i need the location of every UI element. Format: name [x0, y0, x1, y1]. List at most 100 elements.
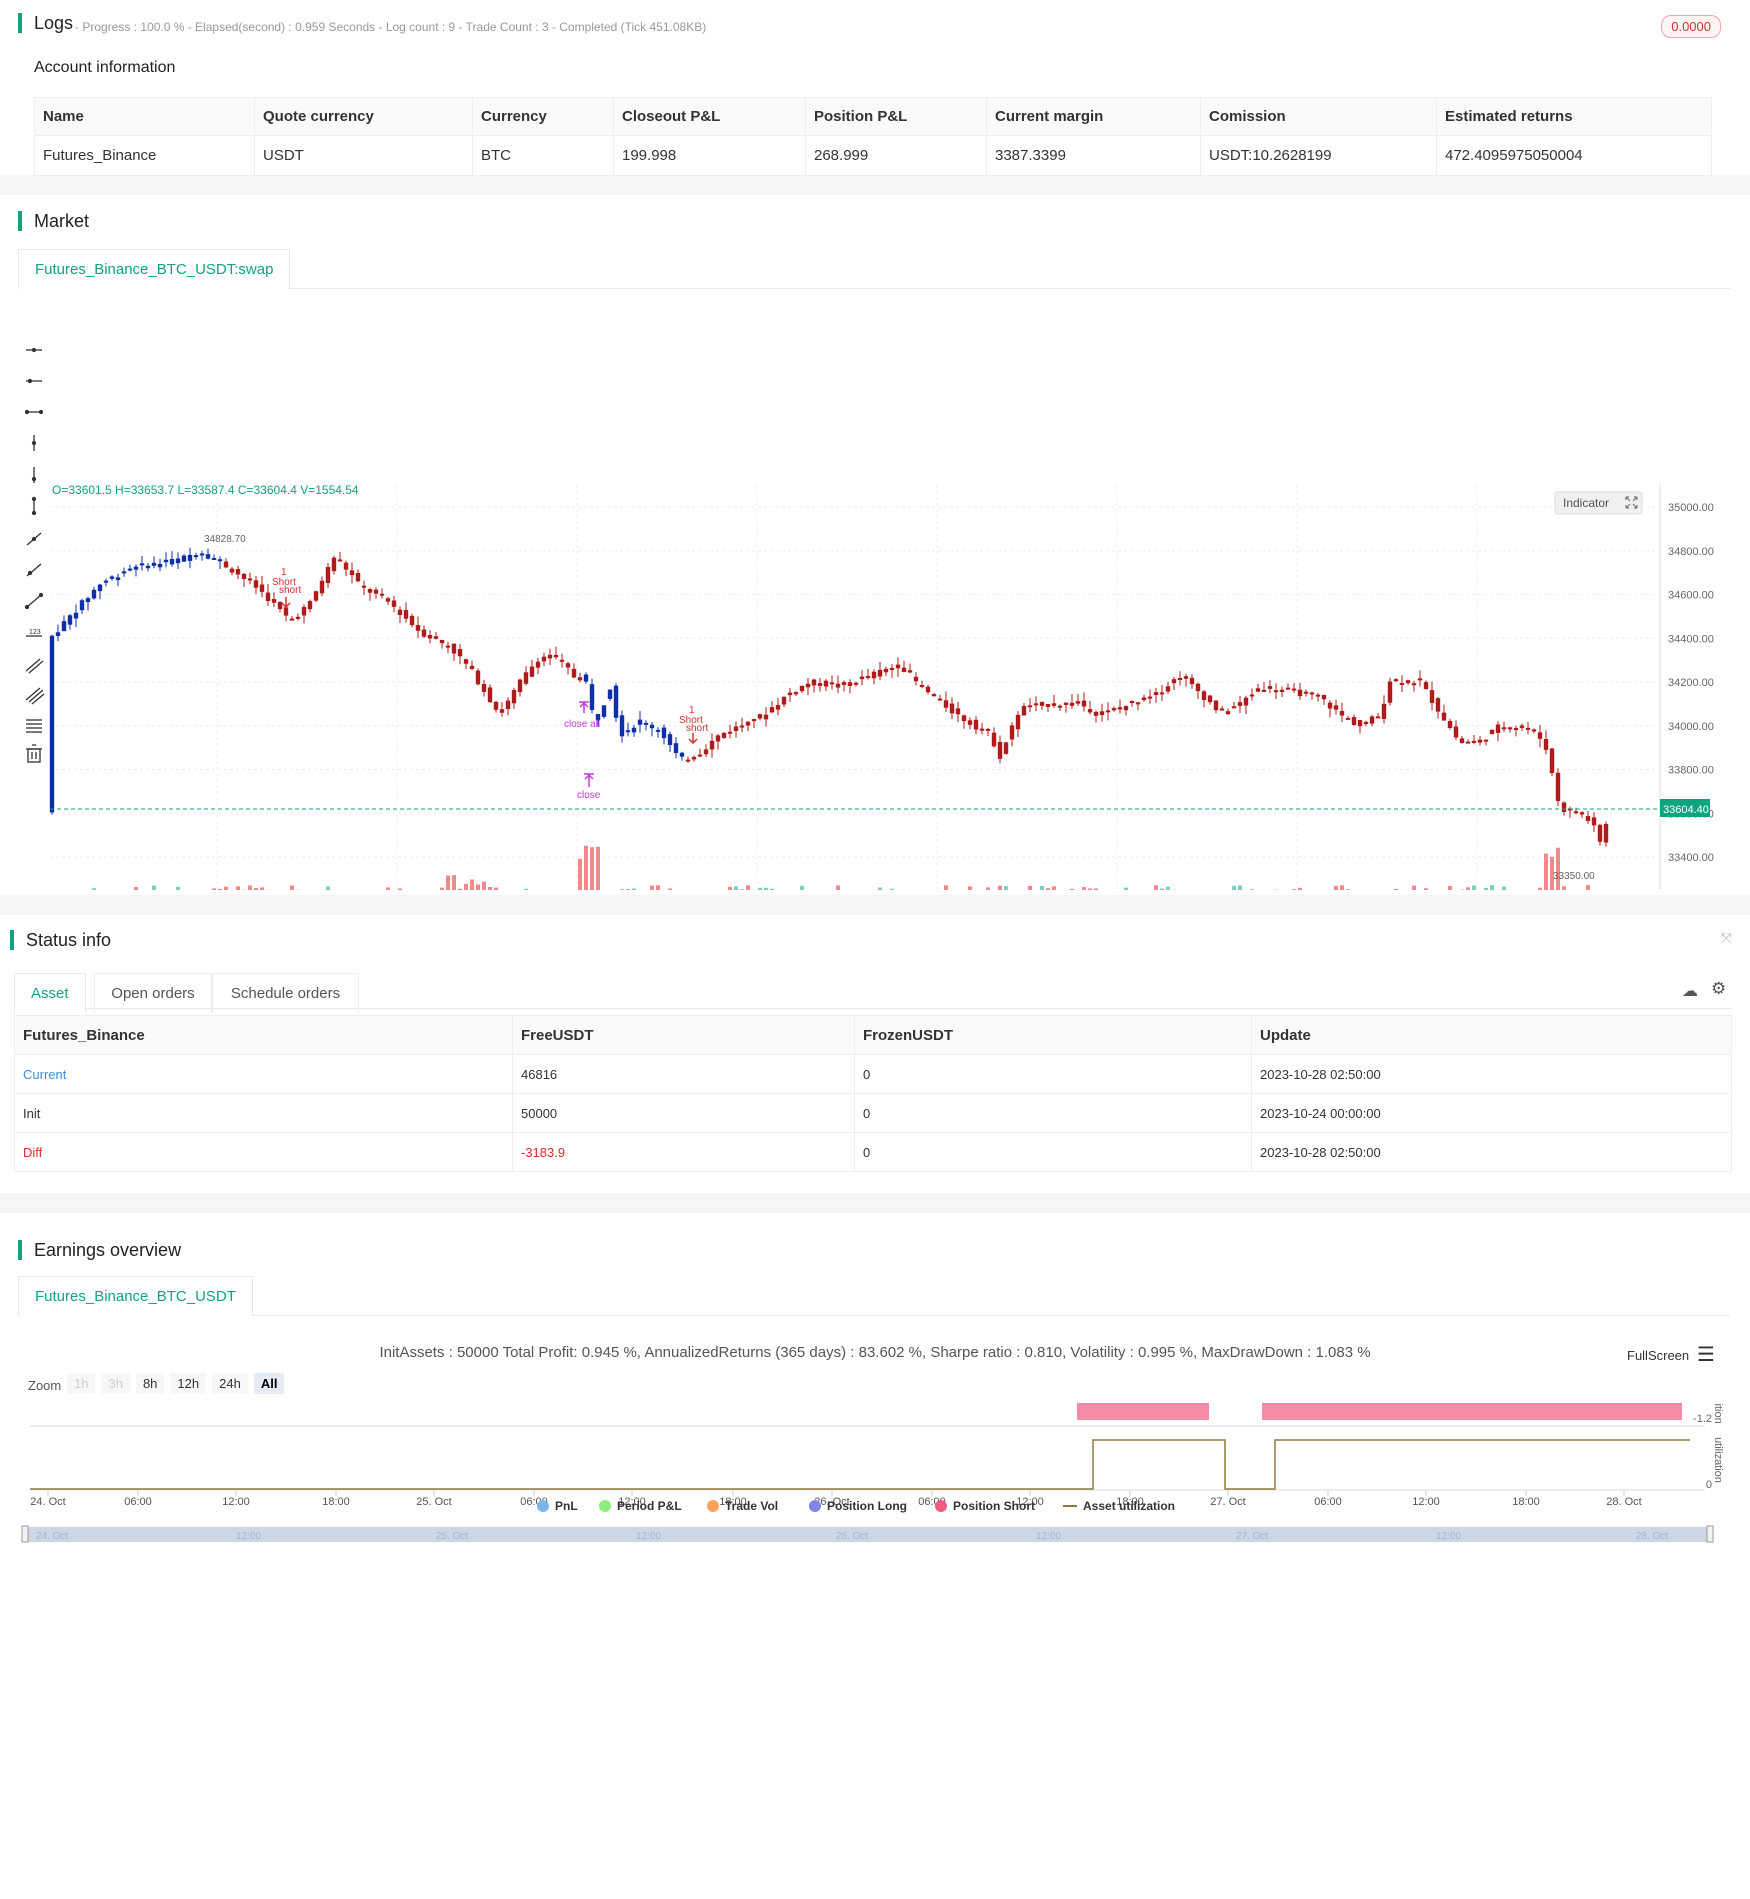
- candle: [1597, 824, 1603, 842]
- candle: [349, 570, 355, 576]
- navigator-tick: 26. Oct: [836, 1531, 868, 1542]
- candle: [1495, 724, 1501, 733]
- fibonacci-icon[interactable]: [26, 719, 42, 733]
- vertical-ray-icon[interactable]: [31, 467, 37, 483]
- trend-line-icon[interactable]: [26, 532, 42, 546]
- candle: [1603, 823, 1609, 843]
- candle: [415, 625, 421, 631]
- account-cell: 472.4095975050004: [1436, 135, 1712, 176]
- market-tab[interactable]: Futures_Binance_BTC_USDT:swap: [18, 249, 291, 289]
- zoom-8h-button[interactable]: 8h: [135, 1373, 165, 1394]
- collapse-icon[interactable]: ⤧: [1720, 930, 1732, 946]
- vertical-segment-icon[interactable]: [31, 496, 37, 516]
- candle: [835, 683, 841, 688]
- horizontal-ray-icon[interactable]: [26, 378, 42, 384]
- candle: [823, 680, 829, 687]
- candle: [499, 709, 505, 713]
- candle: [1471, 740, 1477, 743]
- close-arrow-icon: [584, 773, 594, 787]
- candle: [853, 682, 859, 685]
- navigator-tick: 12:00: [1036, 1531, 1061, 1542]
- vertical-line-icon[interactable]: [31, 435, 37, 451]
- candle: [505, 700, 511, 709]
- legend-item[interactable]: Position Short: [953, 1499, 1035, 1513]
- candle: [1045, 703, 1051, 707]
- candle: [103, 580, 109, 583]
- legend-item[interactable]: Period P&L: [617, 1499, 682, 1513]
- channel-icon[interactable]: [25, 687, 45, 705]
- candle: [1465, 741, 1471, 744]
- volume-bar: [1544, 853, 1548, 890]
- tab-asset[interactable]: Asset: [14, 973, 86, 1013]
- candle: [403, 609, 409, 619]
- zoom-24h-button[interactable]: 24h: [212, 1373, 248, 1394]
- candle: [373, 589, 379, 594]
- zoom-12h-button[interactable]: 12h: [170, 1373, 207, 1394]
- legend-item[interactable]: PnL: [555, 1499, 578, 1513]
- volume-bar: [1082, 887, 1086, 890]
- volume-bar: [1040, 886, 1044, 890]
- candle: [1087, 709, 1093, 713]
- candle: [481, 684, 487, 692]
- ray-line-icon[interactable]: [26, 563, 42, 577]
- candle: [613, 685, 619, 718]
- horizontal-line-icon[interactable]: [26, 347, 42, 353]
- candle: [715, 735, 721, 742]
- volume-bar: [1346, 889, 1350, 890]
- candlestick-chart[interactable]: 35000.00 34800.00 34600.00 34400.00 34200.00…: [0, 330, 1750, 890]
- candle: [685, 759, 691, 762]
- navigator-tick: 28. Oct: [1636, 1531, 1668, 1542]
- expand-icon[interactable]: [1625, 496, 1638, 509]
- navigator-handle-left[interactable]: [21, 1525, 29, 1543]
- legend-dot: [809, 1500, 821, 1512]
- legend-item[interactable]: Position Long: [827, 1499, 907, 1513]
- zoom-3h-button[interactable]: 3h: [101, 1373, 130, 1394]
- candle: [1351, 717, 1357, 726]
- candle: [859, 676, 865, 680]
- segment-line-icon[interactable]: [24, 592, 44, 610]
- legend-item[interactable]: Asset utilization: [1083, 1499, 1175, 1513]
- candle: [643, 722, 649, 725]
- menu-icon[interactable]: ☰: [1697, 1344, 1715, 1366]
- volume-bar: [890, 888, 894, 890]
- account-header: Position P&L: [805, 97, 987, 136]
- fullscreen-button[interactable]: FullScreen: [1627, 1348, 1690, 1363]
- logs-title: Logs: [18, 13, 73, 33]
- earnings-tab[interactable]: Futures_Binance_BTC_USDT: [18, 1276, 253, 1316]
- earnings-chart[interactable]: 5004003002001000-100-200-300-400-1.20PnL…: [0, 1403, 1750, 1883]
- navigator-handle-right[interactable]: [1706, 1525, 1714, 1543]
- candle: [247, 578, 253, 581]
- navigator-range[interactable]: [24, 1527, 1711, 1542]
- volume-bar: [452, 875, 456, 890]
- candle: [979, 728, 985, 731]
- logs-badge[interactable]: 0.0000: [1661, 15, 1721, 38]
- account-header: Comission: [1200, 97, 1437, 136]
- volume-bar: [734, 886, 738, 890]
- zoom-1h-button[interactable]: 1h: [67, 1373, 96, 1394]
- legend-item[interactable]: Trade Vol: [725, 1499, 778, 1513]
- tab-schedule-orders[interactable]: Schedule orders: [212, 973, 359, 1013]
- candle: [1207, 695, 1213, 703]
- navigator-tick: 25. Oct: [436, 1531, 468, 1542]
- candle: [1267, 686, 1273, 689]
- candle: [1519, 725, 1525, 728]
- candle: [1525, 727, 1531, 730]
- candle: [1201, 691, 1207, 701]
- horizontal-segment-icon[interactable]: [24, 409, 44, 415]
- parallel-lines-icon[interactable]: [25, 658, 44, 674]
- candle: [1417, 678, 1423, 681]
- volume-bar: [1160, 888, 1164, 890]
- cloud-download-icon[interactable]: ☁: [1682, 983, 1698, 1000]
- zoom-all-button[interactable]: All: [253, 1373, 285, 1394]
- volume-bar: [134, 886, 138, 890]
- candle: [847, 682, 853, 686]
- indicator-button[interactable]: [1554, 491, 1643, 515]
- candle: [1489, 729, 1495, 735]
- trash-icon[interactable]: [26, 744, 42, 763]
- price-line-icon[interactable]: 123: [26, 629, 42, 637]
- tab-open-orders[interactable]: Open orders: [94, 973, 212, 1013]
- gear-icon[interactable]: ⚙: [1711, 979, 1727, 998]
- volume-bar: [1334, 886, 1338, 890]
- candle: [91, 589, 97, 599]
- candle: [649, 724, 655, 729]
